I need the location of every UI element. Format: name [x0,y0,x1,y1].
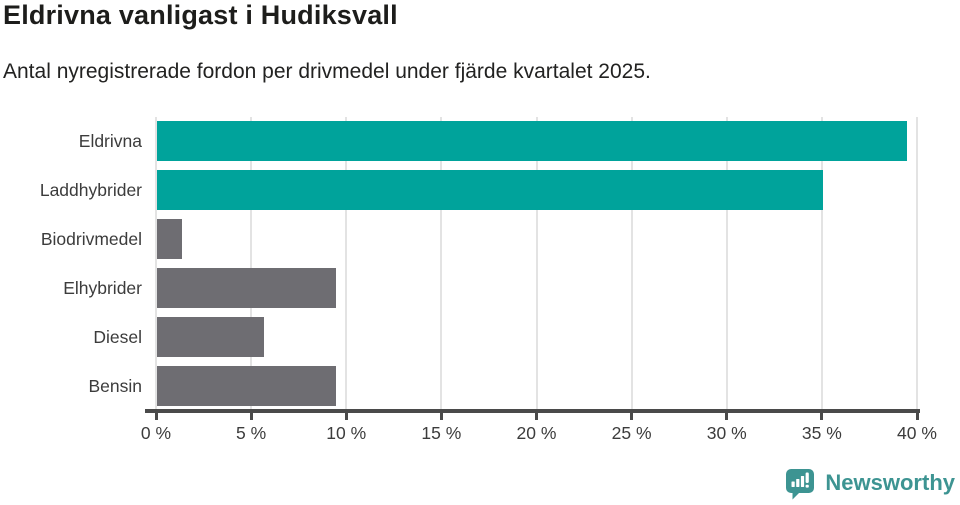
x-tick-mark [725,409,729,420]
bar-eldrivna [157,121,907,162]
bar-diesel [157,316,264,357]
x-tick-label: 0 % [140,423,172,443]
newsworthy-logo[interactable]: Newsworthy [783,466,955,500]
category-label: Bensin [88,375,142,396]
x-tick-label: 25 % [611,423,652,443]
x-tick-mark [820,409,824,420]
x-tick-label: 40 % [897,423,937,443]
bar-biodrivmedel [157,219,182,260]
chart-title: Eldrivna vanligast i Hudiksvall [3,0,398,30]
category-label: Biodrivmedel [40,229,142,250]
brand-name: Newsworthy [825,470,955,495]
category-label: Diesel [93,326,142,347]
x-tick-label: 20 % [516,423,557,443]
gridline [725,117,728,410]
x-tick-mark [249,409,253,420]
x-tick-mark [154,409,158,420]
x-tick-mark [344,409,348,420]
x-tick-label: 35 % [801,423,842,443]
chart-subtitle: Antal nyregistrerade fordon per drivmede… [3,60,651,83]
gridline [345,117,348,410]
gridline [250,117,253,410]
category-label: Eldrivna [78,131,142,152]
bar-elhybrider [157,267,336,308]
gridline [820,117,823,410]
bar-bensin [157,365,336,406]
gridline [630,117,633,410]
newsworthy-logo-icon [786,469,815,500]
x-tick-label: 5 % [236,423,267,443]
gridline [155,117,157,410]
x-tick-mark [630,409,634,420]
category-label: Elhybrider [63,277,142,298]
x-tick-label: 15 % [421,423,462,443]
x-tick-mark [535,409,538,420]
x-axis-line [145,409,920,413]
x-tick-label: 10 % [326,423,367,443]
x-tick-label: 30 % [706,423,747,443]
bar-laddhybrider [157,170,823,211]
category-label: Laddhybrider [39,180,142,201]
x-tick-mark [915,409,919,420]
gridline [440,117,443,410]
x-tick-mark [439,409,443,420]
gridline [916,117,918,410]
logo-bubble-shape [786,469,815,500]
gridline [535,117,538,410]
